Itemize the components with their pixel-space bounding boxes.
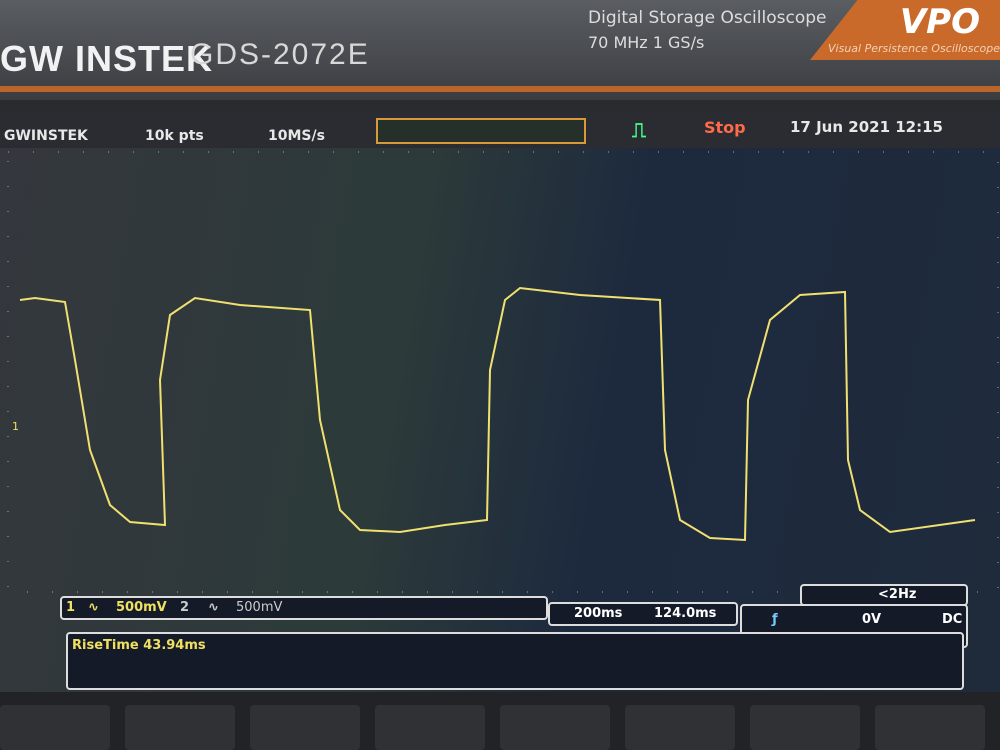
waveform-display: 1 bbox=[7, 151, 999, 593]
softkey-3[interactable] bbox=[250, 705, 360, 750]
time-position: 124.0ms bbox=[654, 606, 717, 621]
scope-screen: GWINSTEK 10k pts 10MS/s ⎍ Stop 17 Jun 20… bbox=[0, 112, 1000, 692]
channel1-trace bbox=[19, 286, 976, 542]
softkey-5[interactable] bbox=[500, 705, 610, 750]
device-type: Digital Storage Oscilloscope bbox=[588, 8, 827, 28]
memory-bar bbox=[376, 118, 586, 144]
graticule bbox=[7, 151, 999, 593]
softkey-8[interactable] bbox=[875, 705, 985, 750]
timebase-info: 200ms 124.0ms bbox=[548, 602, 738, 626]
device-spec: 70 MHz 1 GS/s bbox=[588, 33, 705, 52]
sample-rate: 10MS/s bbox=[268, 128, 325, 144]
trigger-coupling: DC bbox=[942, 612, 963, 627]
record-length: 10k pts bbox=[145, 128, 204, 144]
channel1-marker: 1 bbox=[12, 420, 19, 433]
datetime: 17 Jun 2021 12:15 bbox=[790, 118, 943, 136]
time-scale: 200ms bbox=[574, 606, 623, 621]
softkey-1[interactable] bbox=[0, 705, 110, 750]
run-state[interactable]: Stop bbox=[704, 118, 746, 137]
screen-brand: GWINSTEK bbox=[4, 128, 88, 144]
trigger-slope: ƒ bbox=[772, 612, 778, 627]
vpo-badge: VPO Visual Persistence Oscilloscope bbox=[810, 0, 1000, 60]
measurement-panel: RiseTime 43.94ms bbox=[66, 632, 964, 690]
softkey-4[interactable] bbox=[375, 705, 485, 750]
device-header: GW INSTEK GDS-2072E Digital Storage Osci… bbox=[0, 0, 1000, 100]
ch1-scale: 500mV bbox=[116, 600, 167, 615]
trigger-level: 0V bbox=[862, 612, 882, 627]
model-name: GDS-2072E bbox=[190, 38, 370, 71]
measurement-value: RiseTime 43.94ms bbox=[72, 638, 206, 653]
softkey-6[interactable] bbox=[625, 705, 735, 750]
softkey-2[interactable] bbox=[125, 705, 235, 750]
trigger-freq: <2Hz bbox=[800, 584, 968, 606]
brand-logo: GW INSTEK bbox=[0, 38, 213, 79]
ch2-scale: 500mV bbox=[236, 600, 283, 615]
channel-info: 1 ∿ 500mV 2 ∿ 500mV bbox=[60, 596, 548, 620]
accent-stripe bbox=[0, 86, 1000, 92]
status-bar: GWINSTEK 10k pts 10MS/s ⎍ Stop 17 Jun 20… bbox=[0, 112, 1000, 148]
trigger-icon: ⎍ bbox=[632, 118, 646, 142]
softkey-7[interactable] bbox=[750, 705, 860, 750]
